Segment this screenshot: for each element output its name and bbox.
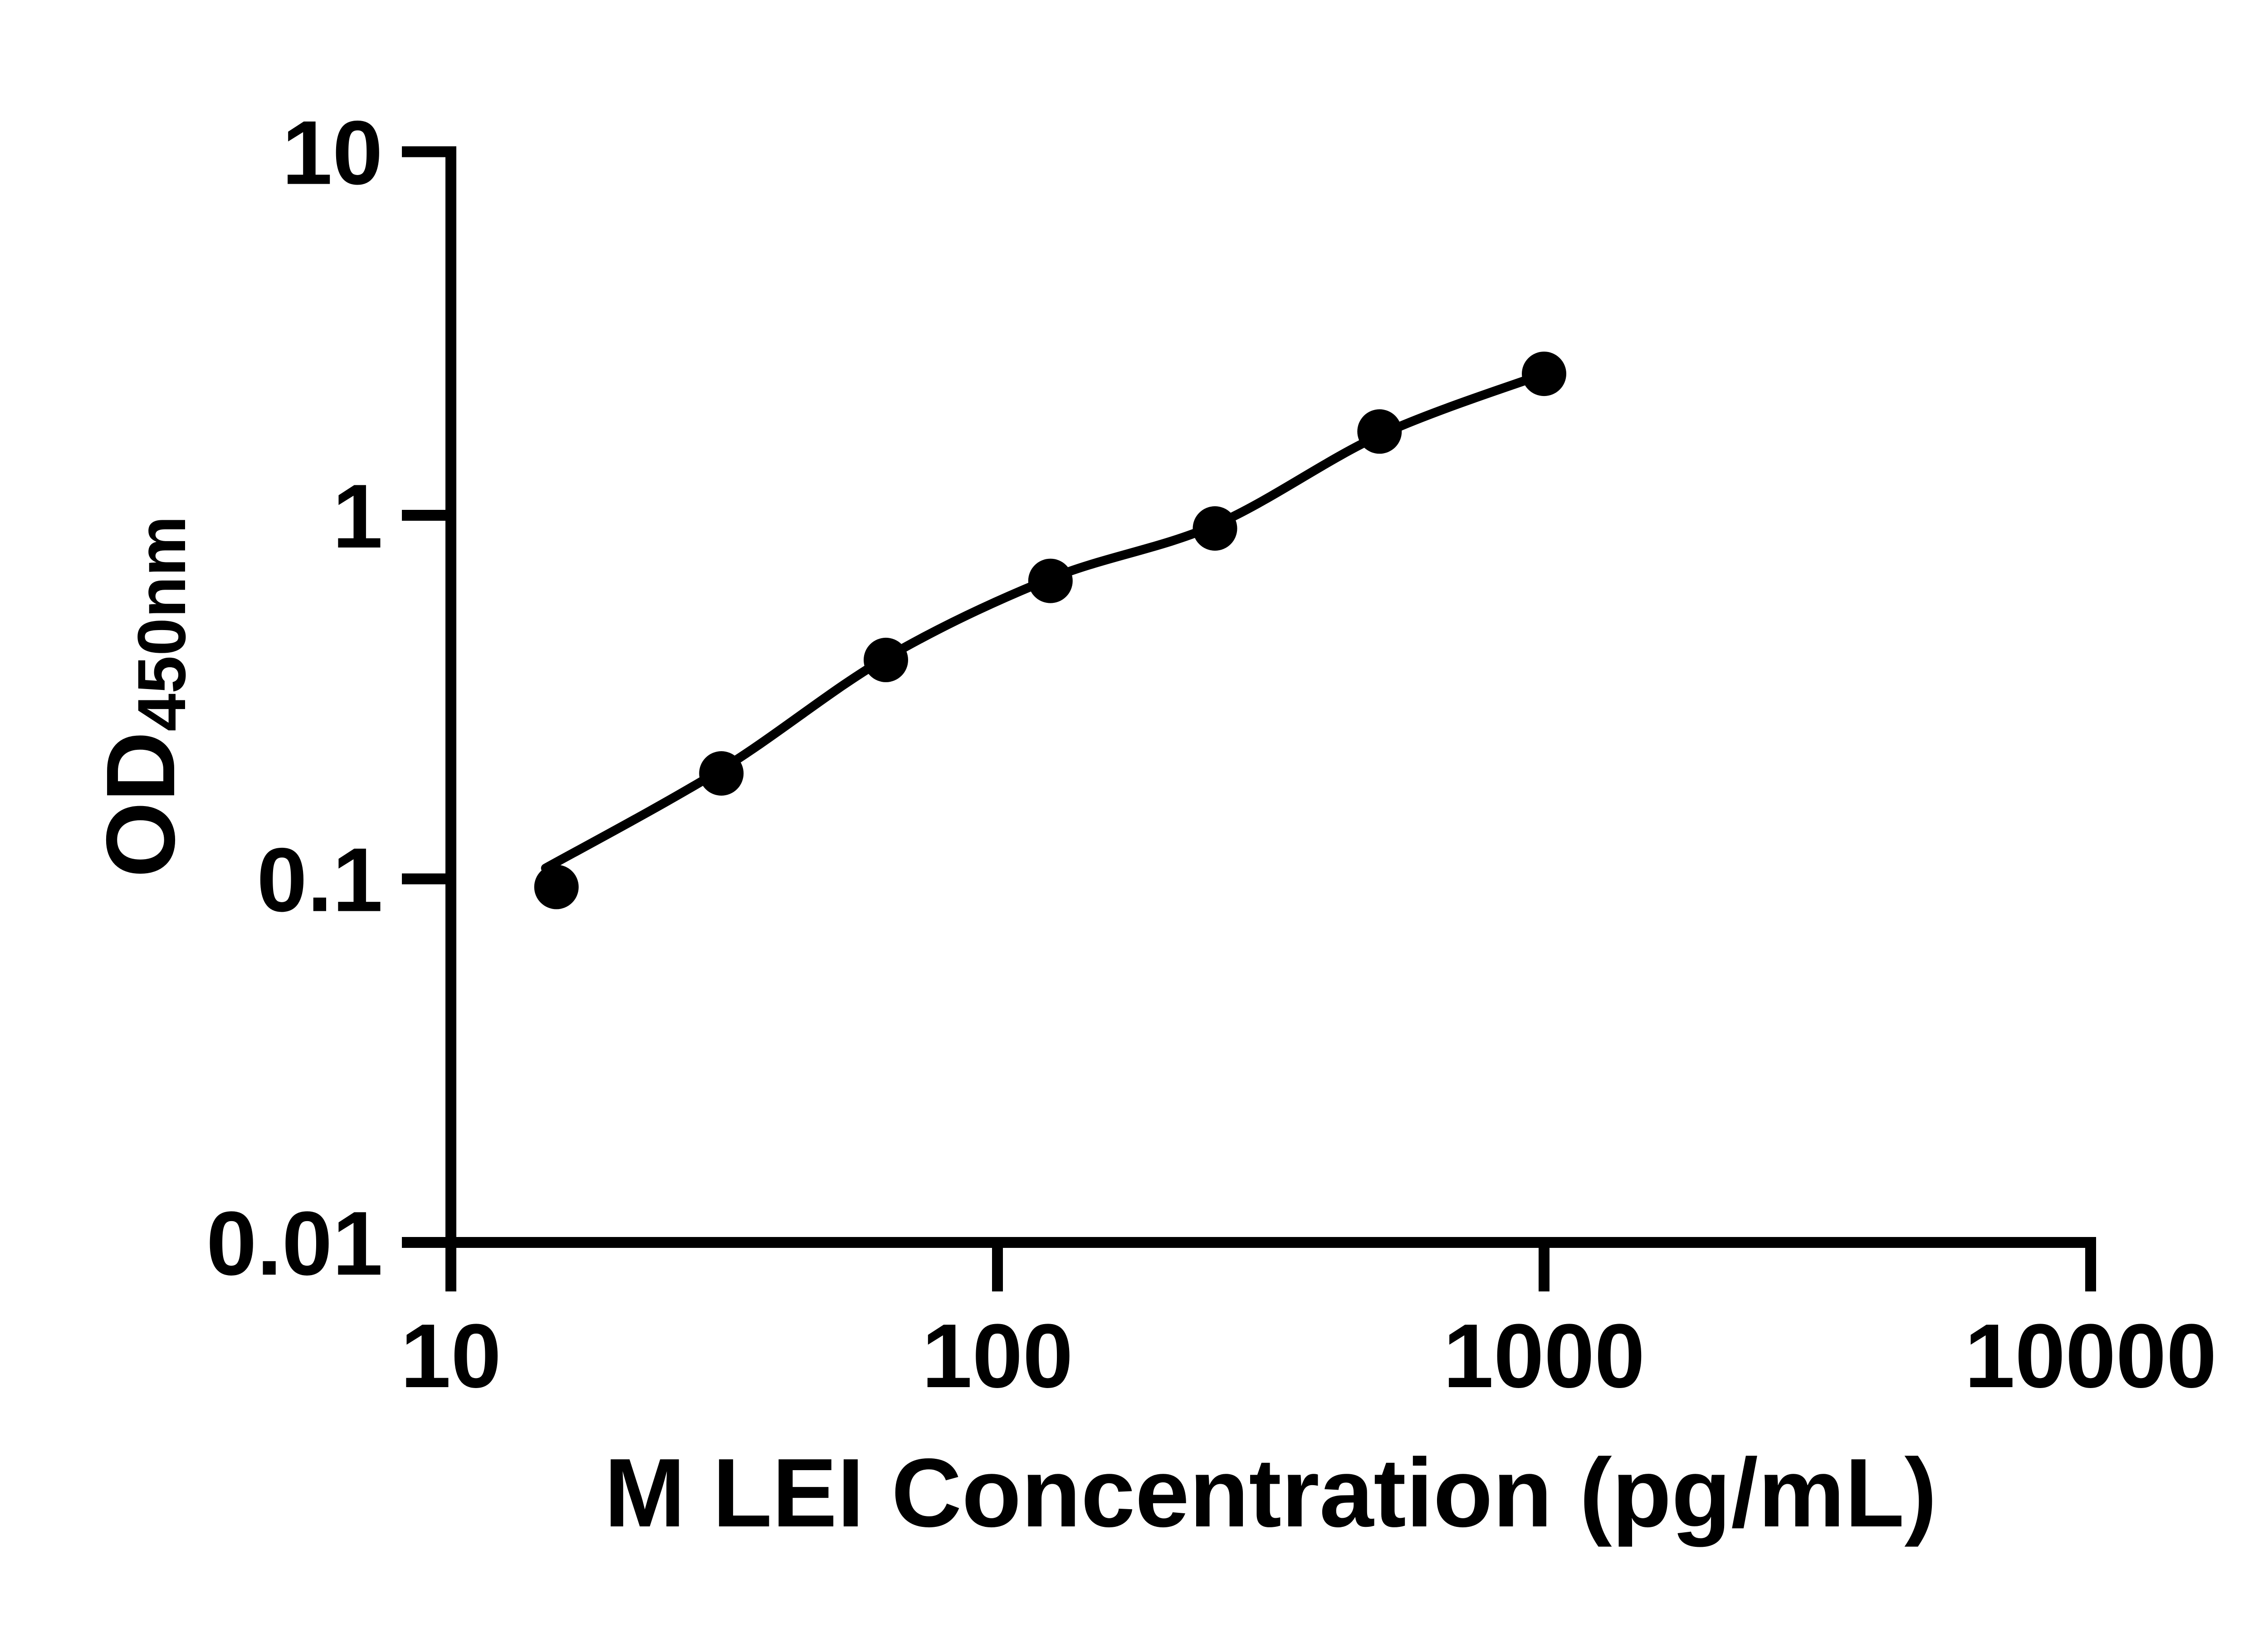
- data-point-marker: [1522, 352, 1566, 396]
- x-tick-label: 100: [922, 1305, 1073, 1407]
- y-tick-label: 0.01: [206, 1193, 383, 1294]
- y-axis-title: OD450nm: [86, 516, 200, 878]
- x-tick-label: 10000: [1965, 1305, 2217, 1407]
- data-point-marker: [1357, 409, 1402, 454]
- data-point-marker: [534, 865, 579, 909]
- data-point-marker: [1028, 558, 1073, 603]
- x-tick-label: 1000: [1443, 1305, 1645, 1407]
- y-tick-label: 10: [282, 103, 383, 204]
- x-axis-title: M LEI Concentration (pg/mL): [604, 1438, 1937, 1547]
- data-point-marker: [864, 637, 908, 682]
- x-tick-label: 10: [401, 1305, 501, 1407]
- data-point-marker: [1193, 506, 1237, 551]
- y-tick-label: 1: [332, 466, 383, 567]
- data-point-marker: [699, 751, 744, 796]
- y-axis-title-subscript: 450nm: [123, 516, 200, 731]
- y-tick-label: 0.1: [257, 830, 383, 931]
- y-axis-title-main: OD: [86, 731, 195, 878]
